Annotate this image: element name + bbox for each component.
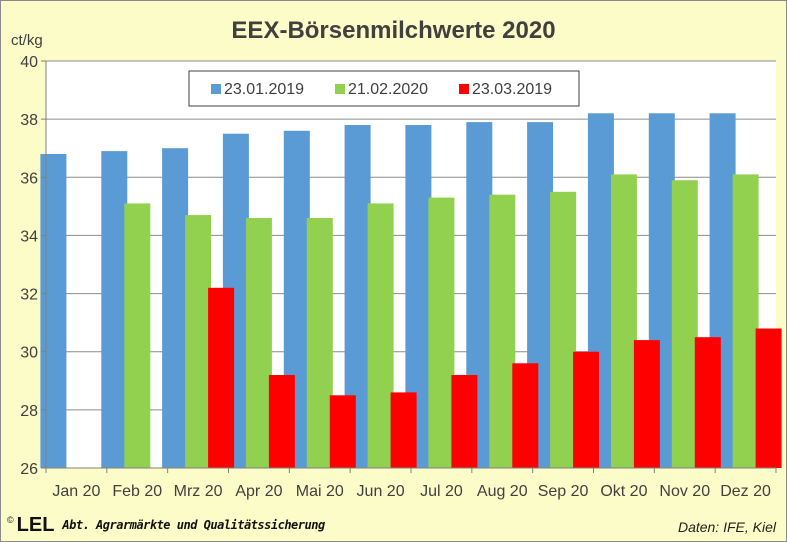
- x-tick-label: Mrz 20: [174, 483, 223, 500]
- x-tick-label: Apr 20: [235, 483, 282, 500]
- bar-21-02-2020-apr-20: [245, 218, 272, 468]
- bar-21-02-2020-dez-20: [732, 174, 759, 468]
- bar-21-02-2020-jul-20: [428, 197, 455, 468]
- x-tick-label: Jan 20: [52, 483, 100, 500]
- bar-21-02-2020-mrz-20: [185, 215, 212, 468]
- bar-21-02-2020-aug-20: [489, 194, 516, 468]
- y-tick-label: 26: [20, 461, 38, 478]
- bars: [40, 113, 782, 469]
- bar-23-01-2019-mrz-20: [162, 148, 189, 468]
- y-tick-label: 40: [20, 54, 38, 71]
- x-tick-label: Nov 20: [659, 483, 710, 500]
- y-tick-label: 36: [20, 170, 38, 187]
- bar-21-02-2020-nov-20: [671, 180, 698, 468]
- y-tick-label: 32: [20, 287, 38, 304]
- bar-23-03-2019-nov-20: [694, 337, 721, 468]
- copyright-mark: ©: [7, 515, 14, 525]
- bar-chart: 26 28 30 32 34 36 38 40 Jan 20 Feb 20 Mrz 20 Apr 20…: [20, 54, 782, 500]
- bar-23-03-2019-sep-20: [573, 351, 600, 468]
- bar-23-01-2019-jan-20: [40, 154, 67, 468]
- bar-23-01-2019-feb-20: [101, 151, 128, 468]
- legend-label: 23.01.2019: [224, 81, 304, 98]
- bar-21-02-2020-sep-20: [550, 191, 577, 469]
- data-source: Daten: IFE, Kiel: [677, 519, 776, 535]
- bar-23-03-2019-dez-20: [755, 328, 782, 468]
- bar-23-03-2019-mrz-20: [208, 287, 235, 468]
- lel-logo: LEL: [16, 513, 55, 536]
- axes: 26 28 30 32 34 36 38 40 Jan 20 Feb 20 Mrz 20 Apr 20…: [20, 54, 777, 500]
- footer-branding: © LEL Abt. Agrarmärkte und Qualitätssich…: [7, 513, 325, 537]
- bar-23-03-2019-apr-20: [268, 375, 295, 468]
- x-tick-label: Dez 20: [720, 483, 771, 500]
- x-tick-label: Aug 20: [477, 483, 528, 500]
- bar-23-03-2019-okt-20: [633, 340, 660, 468]
- chart-title: EEX-Börsenmilchwerte 2020: [231, 17, 556, 44]
- bar-21-02-2020-okt-20: [610, 174, 637, 468]
- legend: 23.01.2019 21.02.2020 23.03.2019: [188, 70, 580, 107]
- legend-label: 21.02.2020: [348, 81, 428, 98]
- y-tick-label: 34: [20, 228, 38, 245]
- bar-21-02-2020-mai-20: [306, 218, 333, 468]
- y-tick-label: 30: [20, 345, 38, 362]
- bar-23-03-2019-aug-20: [512, 363, 539, 468]
- x-tick-label: Jun 20: [357, 483, 405, 500]
- y-axis-unit: ct/kg: [11, 32, 43, 49]
- bar-21-02-2020-jun-20: [367, 203, 394, 468]
- x-tick-label: Mai 20: [296, 483, 344, 500]
- bar-21-02-2020-feb-20: [124, 203, 151, 468]
- x-tick-label: Sep 20: [538, 483, 589, 500]
- y-tick-label: 28: [20, 403, 38, 420]
- legend-box: [188, 70, 580, 107]
- legend-swatch: [459, 84, 469, 94]
- x-tick-label: Okt 20: [600, 483, 647, 500]
- bar-23-03-2019-mai-20: [329, 395, 356, 468]
- legend-swatch: [211, 84, 221, 94]
- y-tick-label: 38: [20, 112, 38, 129]
- department-label: Abt. Agrarmärkte und Qualitätssicherung: [62, 518, 325, 532]
- x-tick-label: Jul 20: [420, 483, 463, 500]
- bar-23-03-2019-jun-20: [390, 392, 417, 468]
- bar-23-03-2019-jul-20: [451, 375, 478, 468]
- legend-label: 23.03.2019: [472, 81, 552, 98]
- x-tick-label: Feb 20: [112, 483, 162, 500]
- legend-swatch: [335, 84, 345, 94]
